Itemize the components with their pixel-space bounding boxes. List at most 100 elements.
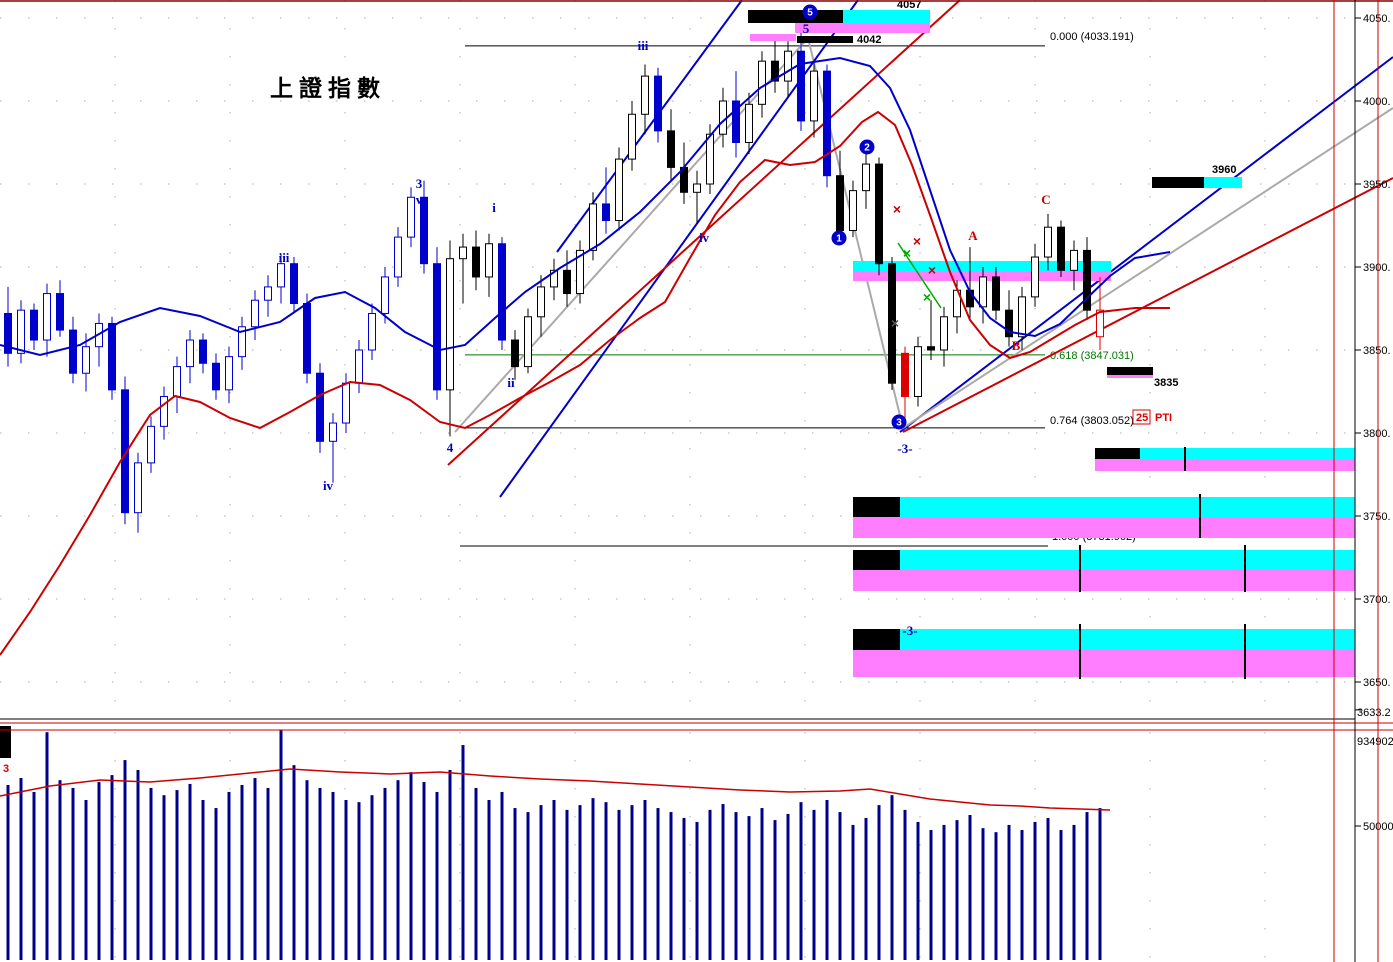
volume-bar: [370, 795, 374, 960]
candle-body: [1083, 249, 1091, 311]
volume-bar: [6, 784, 10, 960]
candle-body: [446, 258, 454, 391]
cross-mark: ×: [923, 289, 931, 305]
band-mob-3715: [853, 570, 1355, 591]
band-mob-3790: [1140, 448, 1355, 459]
trendline-gray-zigzag: [454, 35, 1393, 433]
volume-bar: [539, 805, 543, 960]
volume-bar: [630, 805, 634, 960]
volume-bar: [526, 812, 530, 960]
candle-body: [836, 175, 844, 231]
volume-bar: [279, 730, 283, 960]
candle-body: [56, 293, 64, 331]
volume-bar: [71, 787, 75, 960]
candle-body: [433, 263, 441, 391]
candle-body: [43, 293, 51, 341]
band-mob-mid-3900: [853, 261, 1111, 271]
candle-body: [485, 243, 493, 278]
price-flag: 3835: [1154, 377, 1178, 389]
candle-body: [602, 203, 610, 222]
pti-box: [1132, 409, 1151, 425]
volume-bar: [916, 821, 920, 960]
candle-body: [810, 70, 818, 122]
price-ma-blue: [0, 56, 1171, 357]
candle-body: [537, 286, 545, 318]
candle-body: [251, 299, 259, 328]
trendline-blue-channel-right: [899, 56, 1393, 433]
cross-mark: ×: [903, 245, 911, 261]
candle-body: [563, 269, 571, 295]
volume-bar: [747, 816, 751, 960]
volume-bar: [565, 809, 569, 960]
volume-bar: [292, 765, 296, 960]
wave-label: i: [492, 200, 496, 215]
candle-body: [745, 103, 753, 143]
volume-bar: [578, 805, 582, 960]
candle-body: [628, 113, 636, 160]
candle-body: [888, 263, 896, 384]
wave-label: 4: [447, 440, 454, 455]
axis-last-price-label: 3633.2: [1357, 707, 1391, 719]
candle-body: [277, 263, 285, 288]
volume-bar: [695, 821, 699, 960]
volume-bar: [799, 802, 803, 960]
candle-body: [264, 286, 272, 301]
band-mob-mid-3900: [853, 271, 1111, 281]
axis-price-label: 3900.: [1363, 262, 1391, 274]
candle-body: [940, 316, 948, 351]
candle-body: [823, 70, 831, 177]
volume-bar: [1098, 808, 1102, 960]
candle-body: [524, 316, 532, 368]
volume-bar: [552, 800, 556, 960]
wave-label: 5: [803, 21, 810, 36]
candle-body: [732, 100, 740, 143]
volume-bar: [58, 780, 62, 960]
volume-bar: [318, 787, 322, 960]
candle-body: [641, 75, 649, 115]
axis-volume-top-label: 934902: [1357, 736, 1393, 748]
band-mob-3665: [853, 629, 900, 650]
wave-label: -3-: [897, 441, 912, 456]
pti-number: 25: [1136, 412, 1148, 424]
wave-circled-label: 1: [836, 234, 842, 245]
volume-bar: [435, 791, 439, 960]
axis-price-label: 4050.: [1363, 13, 1391, 25]
fib-label: 0.618 (3847.031): [1050, 350, 1134, 362]
candle-body: [420, 196, 428, 265]
green-trendline: [897, 242, 942, 309]
band-mob-3665: [900, 629, 1355, 650]
volume-bar: [929, 830, 933, 960]
band-flag-3835: [1107, 375, 1153, 378]
candle-body: [992, 276, 1000, 311]
candle-body: [1057, 226, 1065, 271]
band-flag-3835: [1107, 367, 1153, 375]
candle-body: [1096, 309, 1104, 338]
volume-bar: [513, 808, 517, 960]
candle-body: [173, 366, 181, 397]
candle-body: [1018, 296, 1026, 338]
volume-bar: [422, 782, 426, 960]
volume-bar: [240, 784, 244, 960]
volume-bar: [19, 778, 23, 960]
candle-body: [979, 276, 987, 308]
wave-circle: [831, 230, 847, 246]
volume-bar: [357, 802, 361, 960]
band-mob-3750: [853, 517, 1355, 538]
candle-body: [355, 349, 363, 384]
candle-body: [511, 339, 519, 368]
candle-body: [121, 389, 129, 514]
volume-bar: [617, 809, 621, 960]
volume-bar: [500, 791, 504, 960]
volume-bar: [604, 802, 608, 960]
price-ma-red: [0, 110, 1170, 656]
axis-price-label: 4000.: [1363, 96, 1391, 108]
candle-body: [901, 352, 909, 397]
volume-bar: [474, 787, 478, 960]
band-flag-4042: [750, 34, 796, 41]
candle-body: [82, 346, 90, 374]
fib-label: 0.000 (4033.191): [1050, 31, 1134, 43]
volume-bar: [383, 787, 387, 960]
candle-body: [368, 312, 376, 351]
axis-price-label: 3800.: [1363, 428, 1391, 440]
